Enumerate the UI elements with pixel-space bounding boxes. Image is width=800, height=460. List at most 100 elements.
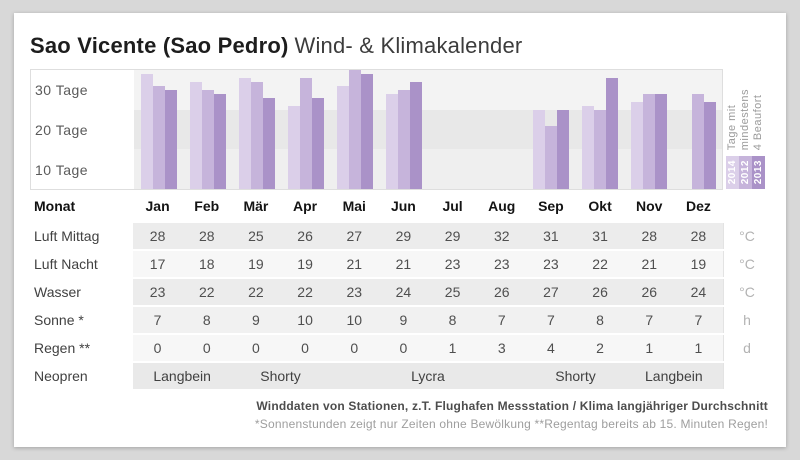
- month-header-okt: Okt: [588, 198, 612, 214]
- row-label-neopren: Neopren: [34, 368, 88, 384]
- month-header-nov: Nov: [636, 198, 663, 214]
- cell-regen-jul: 1: [428, 335, 478, 361]
- bar-group-dez: [673, 70, 722, 189]
- bar-2012-okt: [593, 109, 606, 189]
- bar-2012-jan: [152, 85, 165, 189]
- y-tick-30-tage: 30 Tage: [35, 82, 89, 98]
- bar-groups: [134, 70, 722, 189]
- bar-2014-mai: [336, 85, 349, 189]
- cell-wasser-apr: 22: [280, 279, 330, 305]
- bar-2012-mai: [348, 70, 361, 189]
- row-label-wasser: Wasser: [34, 284, 81, 300]
- chart-legend: Tage mit mindestens 4 Beaufort 2014 2012 2…: [723, 69, 770, 190]
- cell-luft-nacht-nov: 21: [624, 251, 674, 277]
- month-header-jun: Jun: [390, 198, 416, 214]
- cell-sonne-m-r: 9: [231, 307, 281, 333]
- cell-sonne-nov: 7: [624, 307, 674, 333]
- month-header-aug: Aug: [488, 198, 516, 214]
- cell-wasser-okt: 26: [575, 279, 625, 305]
- bar-group-sep: [526, 70, 575, 189]
- bar-group-jan: [134, 70, 183, 189]
- climate-calendar-card: Sao Vicente (Sao Pedro) Wind- & Klimakale…: [14, 13, 786, 447]
- row-label-monat: Monat: [34, 198, 76, 214]
- cell-luft-mittag-apr: 26: [280, 223, 330, 249]
- footer-source-note: Winddaten von Stationen, z.T. Flughafen …: [256, 399, 768, 413]
- cell-regen-sep: 4: [526, 335, 576, 361]
- cell-luft-mittag-okt: 31: [575, 223, 625, 249]
- bar-2014-jun: [385, 93, 398, 189]
- bar-group-apr: [281, 70, 330, 189]
- cell-wasser-feb: 22: [182, 279, 232, 305]
- cell-regen-jan: 0: [133, 335, 183, 361]
- table-row-sonne: Sonne * 7 8 9 10 10 9 8 7 7 8 7 7 h: [30, 307, 770, 333]
- wind-days-chart: 30 Tage 20 Tage 10 Tage Tage mit mindesten…: [30, 69, 770, 190]
- unit-neopren: [723, 363, 770, 389]
- cell-luft-mittag-mai: 27: [329, 223, 379, 249]
- neopren-segment-4-langbein: Langbein: [624, 363, 723, 389]
- bar-group-nov: [624, 70, 673, 189]
- month-header-jul: Jul: [442, 198, 463, 214]
- cell-sonne-jan: 7: [133, 307, 183, 333]
- cell-wasser-sep: 27: [526, 279, 576, 305]
- bar-group-okt: [575, 70, 624, 189]
- bar-2013-jan: [164, 89, 177, 189]
- cell-sonne-dez: 7: [673, 307, 723, 333]
- cell-sonne-jul: 8: [428, 307, 478, 333]
- bar-2012-sep: [544, 125, 557, 189]
- cell-luft-nacht-dez: 19: [673, 251, 723, 277]
- legend-year-swatches: 2014 2012 2013: [726, 156, 765, 189]
- row-label-luft-mittag: Luft Mittag: [34, 228, 100, 244]
- bar-2014-jan: [140, 73, 153, 189]
- cell-wasser-jun: 24: [378, 279, 428, 305]
- y-tick-10-tage: 10 Tage: [35, 162, 89, 178]
- cell-regen-aug: 3: [477, 335, 527, 361]
- legend-year-2012: 2012: [740, 160, 751, 185]
- cell-luft-mittag-sep: 31: [526, 223, 576, 249]
- cell-regen-okt: 2: [575, 335, 625, 361]
- row-label-luft-nacht: Luft Nacht: [34, 256, 98, 272]
- month-header-dez: Dez: [685, 198, 711, 214]
- cell-sonne-aug: 7: [477, 307, 527, 333]
- bar-2013-nov: [654, 93, 667, 189]
- table-row-luft-nacht: Luft Nacht 17 18 19 19 21 21 23 23 23 22 21 19 °C: [30, 251, 770, 277]
- cell-luft-nacht-sep: 23: [526, 251, 576, 277]
- table-row-monat: Monat Jan Feb Mär Apr Mai Jun Jul Aug Sep Okt Nov De…: [30, 191, 770, 221]
- month-header-mai: Mai: [342, 198, 366, 214]
- location-title: Sao Vicente (Sao Pedro): [30, 33, 289, 58]
- y-axis-labels: 30 Tage 20 Tage 10 Tage: [31, 70, 134, 189]
- bar-group-feb: [183, 70, 232, 189]
- table-row-regen: Regen ** 0 0 0 0 0 0 1 3 4 2 1 1 d: [30, 335, 770, 361]
- bar-2012-dez: [691, 93, 704, 189]
- cell-regen-m-r: 0: [231, 335, 281, 361]
- bar-2013-m-r: [262, 97, 275, 189]
- neopren-segment-2-lycra: Lycra: [329, 363, 527, 389]
- month-header-feb: Feb: [194, 198, 220, 214]
- cell-sonne-feb: 8: [182, 307, 232, 333]
- y-tick-20-tage: 20 Tage: [35, 122, 89, 138]
- cell-luft-nacht-mai: 21: [329, 251, 379, 277]
- bar-group-mai: [330, 70, 379, 189]
- cell-regen-dez: 1: [673, 335, 723, 361]
- cell-sonne-sep: 7: [526, 307, 576, 333]
- bar-2014-nov: [630, 101, 643, 189]
- cell-luft-nacht-apr: 19: [280, 251, 330, 277]
- cell-sonne-jun: 9: [378, 307, 428, 333]
- header: Sao Vicente (Sao Pedro) Wind- & Klimakale…: [30, 23, 770, 69]
- cell-luft-nacht-jun: 21: [378, 251, 428, 277]
- bar-2012-feb: [201, 89, 214, 189]
- bar-2014-m-r: [238, 77, 251, 189]
- bar-2014-okt: [581, 105, 594, 189]
- footer: Winddaten von Stationen, z.T. Flughafen …: [30, 399, 770, 431]
- cell-sonne-mai: 10: [329, 307, 379, 333]
- bar-2012-apr: [299, 77, 312, 189]
- bar-2013-mai: [360, 73, 373, 189]
- cell-wasser-m-r: 22: [231, 279, 281, 305]
- month-header-jan: Jan: [145, 198, 170, 214]
- month-header-sep: Sep: [538, 198, 564, 214]
- bar-2012-nov: [642, 93, 655, 189]
- cell-wasser-dez: 24: [673, 279, 723, 305]
- cell-luft-mittag-nov: 28: [624, 223, 674, 249]
- unit-sonne: h: [723, 307, 770, 333]
- neopren-segment-1-shorty: Shorty: [231, 363, 330, 389]
- chart-box: 30 Tage 20 Tage 10 Tage: [30, 69, 723, 190]
